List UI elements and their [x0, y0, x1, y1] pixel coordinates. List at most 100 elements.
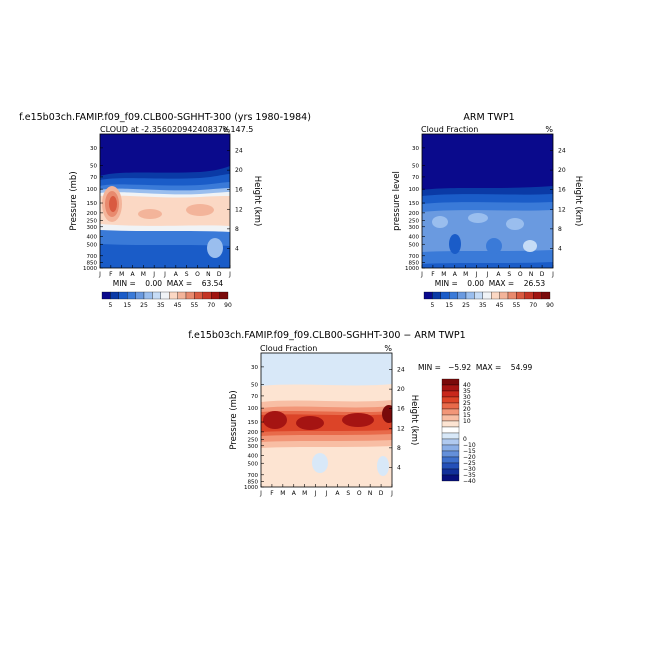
field-contour — [312, 453, 328, 473]
colorbar-label: 25 — [463, 400, 471, 407]
colorbar-label: −40 — [463, 478, 476, 485]
field-contour — [449, 234, 461, 254]
field-contour — [100, 244, 230, 268]
colorbar-label: 15 — [463, 412, 471, 419]
colorbar-label: 25 — [462, 302, 470, 309]
colorbar-label: −25 — [463, 460, 476, 467]
colorbar-swatch — [441, 420, 460, 428]
x-tick-label: S — [185, 271, 189, 278]
x-tick-label: D — [540, 271, 545, 278]
x-tick-label: J — [314, 490, 317, 497]
panel-obs-stats: MIN = 0.00 MAX = 26.53 — [435, 279, 546, 288]
colorbar-label: 35 — [157, 302, 165, 309]
colorbar-swatch — [524, 291, 534, 300]
colorbar-label: 10 — [463, 418, 471, 425]
colorbar-swatch — [491, 291, 500, 300]
colorbar-swatch — [441, 444, 460, 452]
x-tick-label: J — [551, 271, 554, 278]
colorbar-swatch — [441, 378, 460, 386]
y2-tick-label: 8 — [235, 226, 239, 233]
field-contour — [486, 238, 502, 254]
x-tick-label: S — [507, 271, 511, 278]
field-contour — [138, 209, 162, 219]
colorbar-swatch — [441, 432, 460, 440]
y-tick-label: 150 — [409, 201, 420, 207]
panel-obs-y2label: Height (km) — [573, 176, 583, 227]
y-tick-label: 70 — [251, 394, 258, 400]
y2-tick-label: 20 — [235, 167, 243, 174]
colorbar-label: 40 — [463, 382, 471, 389]
x-tick-label: D — [379, 490, 384, 497]
colorbar-swatch — [110, 291, 119, 300]
colorbar-swatch — [177, 291, 187, 300]
colorbar-swatch — [169, 291, 178, 300]
colorbar-swatch — [474, 291, 483, 300]
y-tick-label: 200 — [248, 430, 259, 436]
x-tick-label: M — [141, 271, 146, 278]
colorbar-swatch — [135, 291, 145, 300]
y-tick-label: 100 — [87, 187, 98, 193]
x-tick-label: M — [280, 490, 285, 497]
field-contour — [296, 416, 324, 430]
x-tick-label: J — [259, 490, 262, 497]
colorbar-label: −35 — [463, 472, 476, 479]
x-tick-label: A — [174, 271, 179, 278]
colorbar-label: 90 — [546, 302, 554, 309]
field-contour — [523, 240, 537, 252]
colorbar-label: 5 — [430, 302, 434, 309]
field-contour — [100, 195, 230, 226]
colorbar-swatch — [441, 456, 460, 464]
x-tick-label: N — [206, 271, 211, 278]
colorbar-label: 45 — [496, 302, 504, 309]
y-tick-label: 700 — [409, 254, 420, 260]
colorbar-swatch — [211, 291, 220, 300]
y-tick-label: 500 — [409, 242, 420, 248]
colorbar-swatch — [499, 291, 509, 300]
panel-obs-subtitle: Cloud Fraction — [421, 125, 478, 134]
y-tick-label: 100 — [248, 406, 259, 412]
y2-tick-label: 24 — [235, 148, 243, 155]
colorbar-swatch — [441, 462, 460, 470]
y-tick-label: 700 — [87, 254, 98, 260]
field-contour — [382, 405, 392, 423]
x-tick-label: N — [368, 490, 373, 497]
colorbar-swatch — [432, 291, 441, 300]
panel-model-units: % — [222, 125, 230, 134]
y-tick-label: 500 — [248, 461, 259, 467]
field-contour — [109, 196, 117, 212]
colorbar-swatch — [194, 291, 203, 300]
field-contour — [506, 218, 524, 230]
field-contour — [468, 213, 488, 223]
colorbar-swatch — [449, 291, 458, 300]
x-tick-label: J — [325, 490, 328, 497]
y-tick-label: 1000 — [405, 266, 419, 272]
colorbar-swatch — [441, 468, 460, 476]
x-tick-label: J — [163, 271, 166, 278]
y-tick-label: 250 — [409, 219, 420, 225]
y-tick-label: 30 — [251, 365, 258, 371]
x-tick-label: J — [228, 271, 231, 278]
x-tick-label: J — [475, 271, 478, 278]
x-tick-label: S — [346, 490, 350, 497]
x-tick-label: A — [453, 271, 458, 278]
colorbar-swatch — [441, 384, 460, 392]
x-tick-label: O — [518, 271, 523, 278]
colorbar-label: 15 — [123, 302, 131, 309]
y2-tick-label: 16 — [397, 406, 405, 413]
x-tick-label: J — [152, 271, 155, 278]
panel-diff-y2label: Height (km) — [409, 395, 419, 446]
panel-diff-title: f.e15b03ch.FAMIP.f09_f09.CLB00-SGHHT-300… — [188, 330, 465, 341]
panel-diff-y2-ticks: 24 20 16 12 8 4 — [389, 367, 405, 471]
panel-model-y2-ticks: 24 20 16 12 8 4 — [227, 148, 243, 252]
colorbar-swatch — [441, 402, 460, 410]
x-tick-label: A — [335, 490, 340, 497]
colorbar-label: 35 — [479, 302, 487, 309]
x-tick-label: J — [390, 490, 393, 497]
y2-tick-label: 20 — [397, 386, 405, 393]
